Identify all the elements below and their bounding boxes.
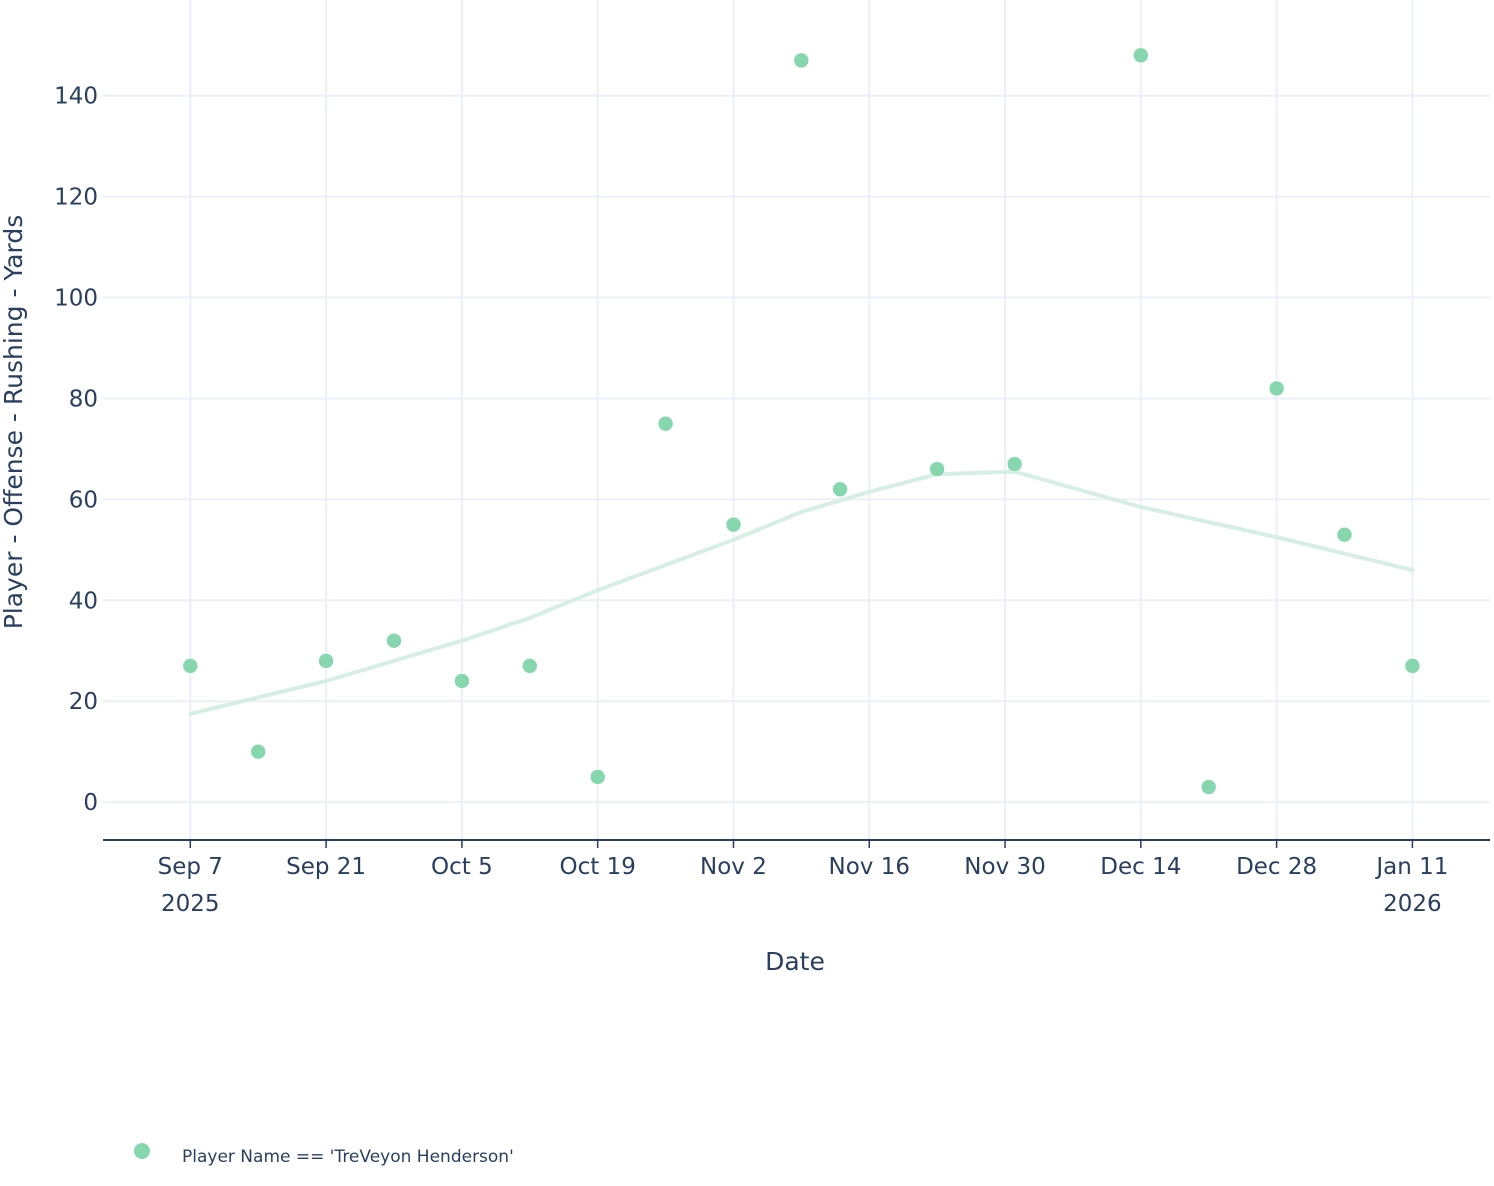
x-tick-year-label: 2026 [1383,891,1442,917]
data-point[interactable] [1404,658,1421,674]
data-point[interactable] [793,52,810,69]
legend[interactable]: Player Name == 'TreVeyon Henderson' [134,1143,514,1167]
y-tick-label: 140 [54,84,98,110]
data-point[interactable] [454,673,470,689]
y-tick-label: 100 [54,286,98,312]
data-point[interactable] [250,743,266,760]
data-point[interactable] [832,481,848,498]
data-point[interactable] [1006,456,1023,472]
data-point[interactable] [1336,526,1353,543]
y-tick-label: 0 [83,790,98,816]
x-tick-label: Sep 7 [158,854,223,880]
x-tick-label: Nov 2 [700,854,767,880]
y-axis-title: Player - Offense - Rushing - Yards [0,215,28,630]
x-tick-label: Oct 19 [559,854,635,880]
grid [103,0,1490,840]
x-tick-label: Oct 5 [431,854,493,880]
x-axis: Sep 7 2025 Sep 21 Oct 5 Oct 19 Nov 2 Nov 16 Nov… [103,839,1490,917]
data-point[interactable] [1200,779,1217,795]
data-point[interactable] [725,516,742,533]
x-tick-label: Nov 16 [829,854,910,880]
data-point[interactable] [318,653,334,669]
data-point[interactable] [929,461,945,477]
x-tick-label: Dec 28 [1236,854,1317,880]
y-tick-label: 40 [69,588,98,614]
legend-label: Player Name == 'TreVeyon Henderson' [182,1147,514,1167]
x-tick-label: Nov 30 [964,854,1045,880]
data-point[interactable] [589,769,606,785]
data-point[interactable] [1133,47,1149,64]
y-tick-label: 20 [69,689,98,715]
y-tick-label: 120 [54,185,98,211]
x-tick-label: Dec 14 [1100,854,1181,880]
data-point[interactable] [522,658,538,674]
data-point[interactable] [182,658,199,674]
trend-line-path [188,469,1415,716]
data-point[interactable] [1268,380,1285,397]
y-tick-label: 60 [69,487,98,513]
x-axis-title: Date [765,947,825,976]
x-tick-label: Sep 21 [286,854,366,880]
y-axis: 0 20 40 60 80 100 120 140 [54,84,98,816]
trend-line [188,469,1415,716]
data-point[interactable] [657,415,674,432]
x-tick-year-label: 2025 [161,891,220,917]
legend-marker [134,1143,150,1159]
x-tick-label: Jan 11 [1374,854,1448,880]
y-tick-label: 80 [69,386,98,412]
data-points [182,47,1421,795]
data-point[interactable] [386,632,402,649]
